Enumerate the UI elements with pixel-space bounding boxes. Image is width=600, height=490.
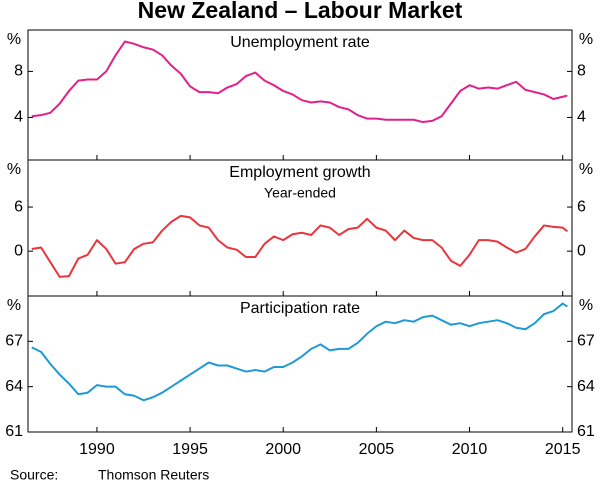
y2-tick-label: 0: [577, 242, 586, 259]
x-tick-label: 2005: [359, 441, 395, 458]
y-tick-label: 61: [5, 423, 23, 440]
y-tick-label: 4: [14, 109, 23, 126]
y-tick-label: 67: [5, 333, 23, 350]
y-tick-label: 6: [14, 198, 23, 215]
x-tick-label: 1995: [172, 441, 208, 458]
panel-title: Participation rate: [240, 300, 360, 317]
source-label: Source:: [10, 467, 58, 483]
panel-title: Unemployment rate: [230, 34, 370, 51]
y2-unit: %: [579, 297, 593, 314]
panel-title: Employment growth: [229, 164, 370, 181]
y2-tick-label: 8: [577, 63, 586, 80]
y2-unit: %: [579, 161, 593, 178]
y-unit: %: [7, 161, 21, 178]
chart-title: New Zealand – Labour Market: [138, 0, 463, 23]
x-tick-label: 2015: [545, 441, 581, 458]
source: Thomson Reuters: [98, 467, 209, 483]
y-tick-label: 64: [5, 378, 23, 395]
y2-tick-label: 4: [577, 109, 586, 126]
y-tick-label: 8: [14, 63, 23, 80]
y2-tick-label: 64: [577, 378, 595, 395]
panel-frame: [27, 295, 573, 433]
y-tick-label: 0: [14, 242, 23, 259]
data-line: [31, 214, 568, 278]
data-line: [31, 302, 568, 402]
y2-unit: %: [579, 31, 593, 48]
y2-tick-label: 61: [577, 423, 595, 440]
panel-subtitle: Year-ended: [264, 185, 336, 201]
y2-tick-label: 67: [577, 333, 595, 350]
x-tick-label: 1990: [79, 441, 115, 458]
x-tick-label: 2010: [452, 441, 488, 458]
data-line: [31, 40, 568, 124]
x-tick-label: 2000: [265, 441, 301, 458]
y2-tick-label: 6: [577, 198, 586, 215]
y-unit: %: [7, 31, 21, 48]
y-unit: %: [7, 297, 21, 314]
